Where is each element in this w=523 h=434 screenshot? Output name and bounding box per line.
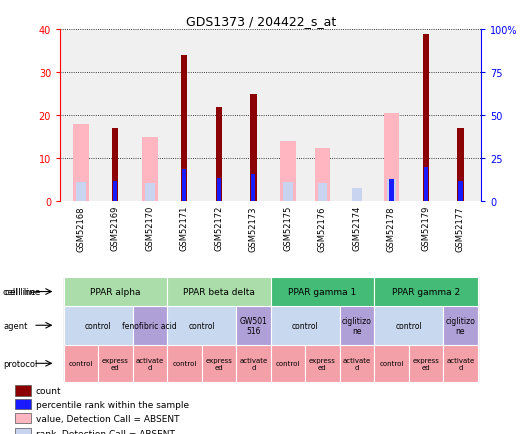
Text: PPAR alpha: PPAR alpha (90, 287, 141, 296)
Text: express
ed: express ed (206, 357, 232, 370)
Bar (315, 148, 330, 202)
Bar (374, 306, 443, 345)
Text: ciglitizo
ne: ciglitizo ne (446, 316, 475, 335)
Text: control: control (188, 321, 215, 330)
Bar (217, 179, 221, 202)
Text: GSM52178: GSM52178 (387, 206, 396, 251)
Text: agent: agent (3, 321, 27, 330)
Text: control: control (292, 321, 319, 330)
Bar (113, 181, 118, 202)
Bar (271, 345, 305, 382)
Bar (386, 180, 396, 202)
Text: fenofibric acid: fenofibric acid (122, 321, 177, 330)
Bar (133, 306, 167, 345)
Bar (145, 184, 155, 202)
Text: cell line: cell line (5, 287, 40, 296)
Bar (183, 169, 187, 202)
Text: count: count (36, 386, 62, 395)
Bar (352, 188, 362, 202)
Text: PPAR beta delta: PPAR beta delta (183, 287, 255, 296)
Text: activate
d: activate d (343, 357, 371, 370)
Bar (384, 114, 399, 202)
Bar (339, 306, 374, 345)
Bar (64, 306, 133, 345)
Text: protocol: protocol (3, 359, 37, 368)
Text: GSM52171: GSM52171 (180, 206, 189, 251)
Text: control: control (276, 361, 300, 366)
Bar (457, 129, 463, 202)
Bar (280, 142, 295, 202)
Text: GSM52170: GSM52170 (145, 206, 154, 251)
Bar (216, 108, 222, 202)
Bar (236, 306, 271, 345)
Text: control: control (172, 361, 197, 366)
Bar (271, 278, 374, 306)
Bar (16, 399, 31, 409)
Text: GSM52168: GSM52168 (76, 206, 85, 251)
Bar (389, 180, 393, 202)
Bar (374, 345, 408, 382)
Bar (423, 35, 429, 202)
Bar (271, 306, 339, 345)
Bar (252, 174, 255, 202)
Text: PPAR gamma 2: PPAR gamma 2 (392, 287, 460, 296)
Text: activate
d: activate d (136, 357, 164, 370)
Bar (16, 413, 31, 424)
Bar (167, 278, 271, 306)
Text: control: control (69, 361, 93, 366)
Bar (443, 306, 477, 345)
Text: value, Detection Call = ABSENT: value, Detection Call = ABSENT (36, 414, 179, 423)
Text: GW501
516: GW501 516 (240, 316, 267, 335)
Bar (181, 56, 187, 202)
Bar (167, 306, 236, 345)
Bar (73, 125, 88, 202)
Bar (236, 345, 271, 382)
Bar (443, 345, 477, 382)
Text: control: control (395, 321, 422, 330)
Text: ciglitizo
ne: ciglitizo ne (342, 316, 372, 335)
Bar (76, 183, 86, 202)
Text: express
ed: express ed (102, 357, 129, 370)
Bar (167, 345, 202, 382)
Bar (317, 184, 327, 202)
Bar (16, 385, 31, 396)
Bar (305, 345, 339, 382)
Text: activate
d: activate d (240, 357, 268, 370)
Bar (408, 345, 443, 382)
Text: express
ed: express ed (413, 357, 439, 370)
Bar (202, 345, 236, 382)
Bar (251, 95, 256, 202)
Text: activate
d: activate d (446, 357, 474, 370)
Bar (64, 278, 167, 306)
Bar (458, 181, 462, 202)
Bar (16, 428, 31, 434)
Text: GSM52175: GSM52175 (283, 206, 292, 251)
Text: percentile rank within the sample: percentile rank within the sample (36, 400, 189, 409)
Text: control: control (85, 321, 111, 330)
Text: cell line: cell line (3, 287, 36, 296)
Bar (283, 183, 293, 202)
Text: GDS1373 / 204422_s_at: GDS1373 / 204422_s_at (186, 15, 337, 28)
Text: GSM52173: GSM52173 (249, 206, 258, 251)
Text: GSM52172: GSM52172 (214, 206, 223, 251)
Text: control: control (379, 361, 404, 366)
Text: GSM52177: GSM52177 (456, 206, 465, 251)
Text: GSM52169: GSM52169 (111, 206, 120, 251)
Bar (133, 345, 167, 382)
Text: GSM52176: GSM52176 (318, 206, 327, 251)
Bar (64, 345, 98, 382)
Bar (424, 168, 428, 202)
Text: express
ed: express ed (309, 357, 336, 370)
Text: PPAR gamma 1: PPAR gamma 1 (288, 287, 357, 296)
Bar (98, 345, 133, 382)
Text: GSM52174: GSM52174 (353, 206, 361, 251)
Bar (142, 138, 157, 202)
Bar (339, 345, 374, 382)
Bar (112, 129, 119, 202)
Text: GSM52179: GSM52179 (422, 206, 430, 251)
Text: rank, Detection Call = ABSENT: rank, Detection Call = ABSENT (36, 429, 175, 434)
Bar (374, 278, 477, 306)
